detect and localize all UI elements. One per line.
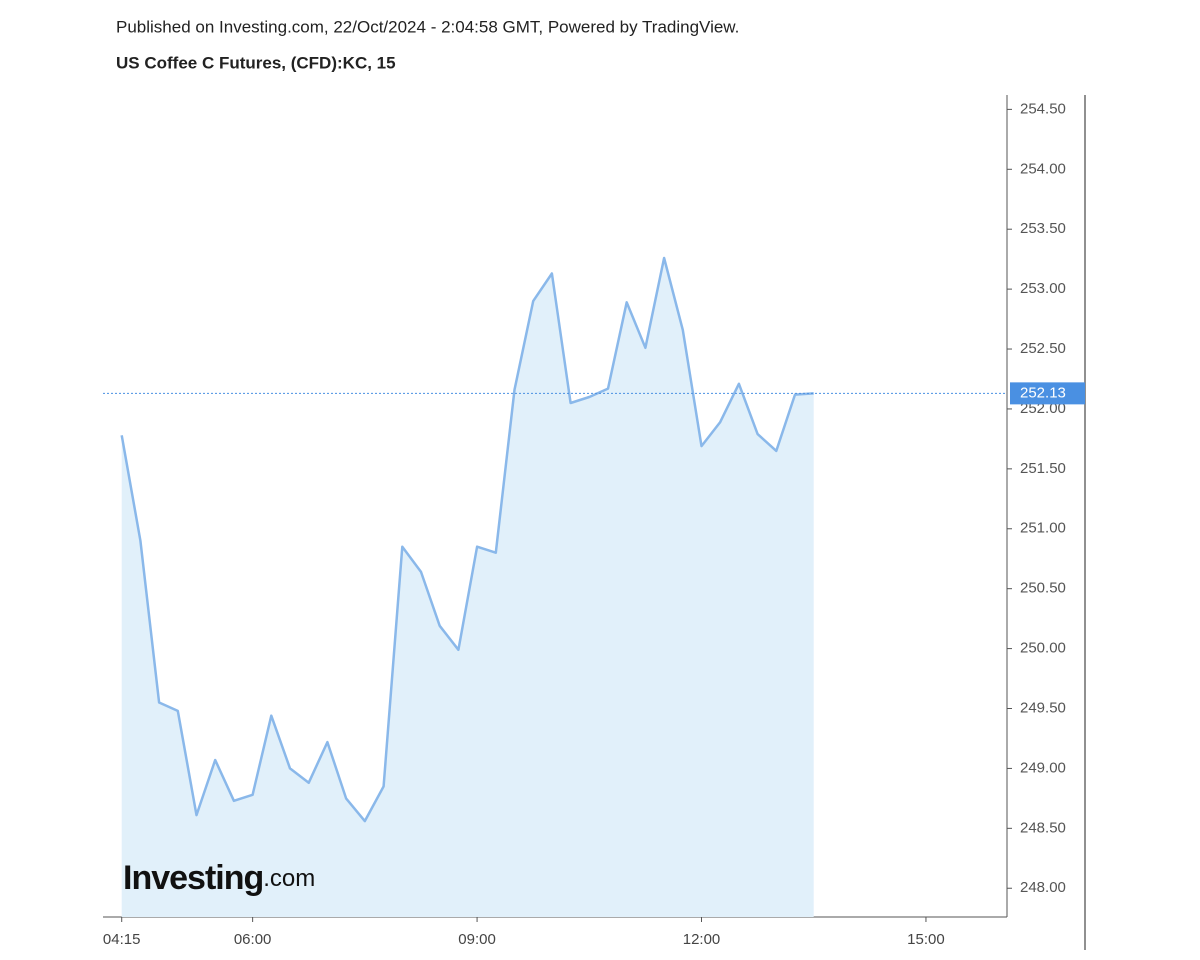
area-fill xyxy=(121,258,814,917)
x-tick-label: 06:00 xyxy=(234,931,272,948)
watermark-suffix: .com xyxy=(263,865,315,892)
y-tick-label: 250.50 xyxy=(1020,580,1066,597)
last-price-label: 252.13 xyxy=(1020,384,1066,401)
y-tick-label: 253.00 xyxy=(1020,280,1066,297)
y-tick-label: 249.50 xyxy=(1020,699,1066,716)
x-tick-label: 09:00 xyxy=(458,931,496,948)
chart-title: US Coffee C Futures, (CFD):KC, 15 xyxy=(116,53,396,72)
published-note: Published on Investing.com, 22/Oct/2024 … xyxy=(116,17,739,36)
y-tick-label: 248.00 xyxy=(1020,879,1066,896)
x-tick-label: 12:00 xyxy=(683,931,721,948)
y-tick-label: 254.00 xyxy=(1020,160,1066,177)
y-tick-label: 248.50 xyxy=(1020,819,1066,836)
y-tick-label: 250.00 xyxy=(1020,640,1066,657)
x-tick-label: 04:15 xyxy=(103,931,141,948)
price-line xyxy=(120,256,814,823)
watermark-brand: Investing xyxy=(123,859,263,897)
watermark: Investing.com xyxy=(123,859,315,897)
y-tick-label: 252.50 xyxy=(1020,340,1066,357)
y-tick-label: 251.50 xyxy=(1020,460,1066,477)
y-tick-label: 254.50 xyxy=(1020,100,1066,117)
y-tick-label: 253.50 xyxy=(1020,220,1066,237)
y-tick-label: 249.00 xyxy=(1020,759,1066,776)
x-tick-label: 15:00 xyxy=(907,931,945,948)
y-tick-label: 251.00 xyxy=(1020,520,1066,537)
last-price-tag xyxy=(1010,382,1085,405)
